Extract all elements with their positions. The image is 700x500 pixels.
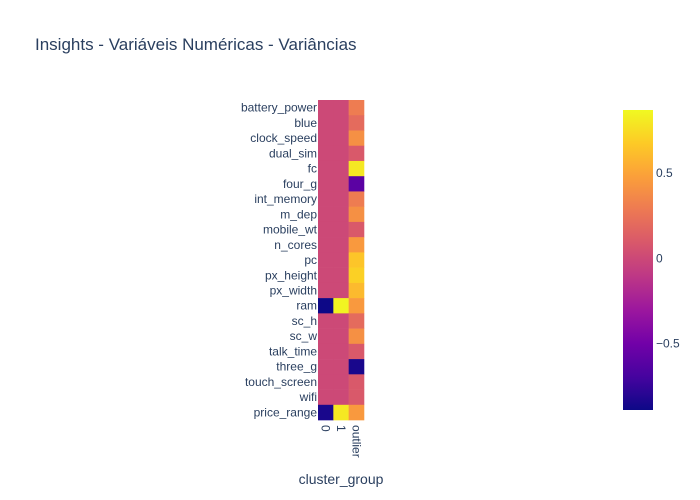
heatmap-cell xyxy=(318,145,334,162)
heatmap-cell xyxy=(348,221,365,238)
colorbar-ticks: 0.5 0 −0.5 xyxy=(656,166,680,350)
y-tick-label: int_memory xyxy=(254,192,317,206)
heatmap-cell xyxy=(318,313,334,329)
heatmap-cell xyxy=(333,343,349,360)
heatmap-cell xyxy=(333,130,349,147)
y-tick-label: mobile_wt xyxy=(263,223,318,237)
y-tick-label: px_width xyxy=(270,284,317,298)
heatmap-cell xyxy=(318,389,334,406)
x-tick-label: outlier xyxy=(349,425,363,458)
heatmap-cell xyxy=(333,115,349,131)
heatmap-cell xyxy=(333,176,349,192)
heatmap-cell xyxy=(333,160,349,177)
heatmap-cell xyxy=(318,100,334,116)
heatmap-cell xyxy=(348,252,365,268)
heatmap-cell xyxy=(318,328,334,345)
heatmap-cell xyxy=(318,374,334,390)
y-tick-label: ram xyxy=(296,299,317,313)
chart-title: Insights - Variáveis Numéricas - Variânc… xyxy=(35,35,357,54)
heatmap-cell xyxy=(348,328,365,345)
colorbar-tick-label: −0.5 xyxy=(656,337,680,351)
heatmap-cell xyxy=(318,343,334,360)
heatmap-cell xyxy=(348,191,365,207)
heatmap-cell xyxy=(348,206,365,223)
y-tick-label: sc_h xyxy=(292,314,317,328)
y-tick-label: fc xyxy=(308,162,317,176)
y-tick-label: px_height xyxy=(265,268,318,282)
y-tick-label: sc_w xyxy=(290,329,318,343)
y-tick-label: m_dep xyxy=(280,207,317,221)
heatmap-cells xyxy=(318,100,365,421)
heatmap-cell xyxy=(348,145,365,162)
colorbar-tick-label: 0.5 xyxy=(656,166,673,180)
heatmap-cell xyxy=(318,267,334,284)
x-tick-label: 1 xyxy=(334,425,348,432)
heatmap-cell xyxy=(318,130,334,147)
heatmap-cell xyxy=(333,191,349,207)
heatmap-cell xyxy=(333,359,349,375)
y-tick-label: clock_speed xyxy=(250,131,317,145)
y-tick-label: four_g xyxy=(283,177,317,191)
y-tick-label: price_range xyxy=(254,405,318,419)
heatmap-cell xyxy=(348,389,365,406)
x-tick-labels: 0 1 outlier xyxy=(319,425,364,458)
y-tick-labels: battery_powerblueclock_speeddual_simfcfo… xyxy=(241,101,318,420)
heatmap-cell xyxy=(333,267,349,284)
heatmap-cell xyxy=(348,359,365,375)
y-tick-label: three_g xyxy=(276,360,317,374)
heatmap-cell xyxy=(318,176,334,192)
heatmap-cell xyxy=(318,206,334,223)
heatmap-cell xyxy=(348,298,365,314)
heatmap-cell xyxy=(318,160,334,177)
y-tick-label: touch_screen xyxy=(245,375,317,389)
heatmap-cell xyxy=(348,313,365,329)
heatmap-cell xyxy=(333,100,349,116)
y-tick-label: pc xyxy=(304,253,317,267)
heatmap-cell xyxy=(348,237,365,253)
heatmap-cell xyxy=(333,282,349,299)
colorbar-tick-label: 0 xyxy=(656,251,663,265)
heatmap-cell xyxy=(348,176,365,192)
heatmap-cell xyxy=(333,252,349,268)
heatmap-cell xyxy=(318,191,334,207)
heatmap-cell xyxy=(333,328,349,345)
heatmap-cell xyxy=(348,374,365,390)
x-tick-label: 0 xyxy=(319,425,333,432)
heatmap-cell xyxy=(318,237,334,253)
heatmap-cell xyxy=(318,359,334,375)
heatmap-cell xyxy=(318,115,334,131)
heatmap-cell xyxy=(348,267,365,284)
heatmap-cell xyxy=(348,160,365,177)
y-tick-label: dual_sim xyxy=(269,146,317,160)
heatmap-cell xyxy=(333,206,349,223)
y-tick-label: wifi xyxy=(299,390,317,404)
heatmap-cell xyxy=(318,282,334,299)
heatmap-cell xyxy=(333,221,349,238)
heatmap-cell xyxy=(333,404,349,421)
heatmap-cell xyxy=(333,237,349,253)
y-tick-label: n_cores xyxy=(274,238,317,252)
heatmap-cell xyxy=(318,252,334,268)
y-tick-label: battery_power xyxy=(241,101,317,115)
x-axis-title: cluster_group xyxy=(299,471,384,487)
heatmap-cell xyxy=(333,374,349,390)
colorbar xyxy=(623,110,653,410)
heatmap-cell xyxy=(318,298,334,314)
y-tick-label: blue xyxy=(294,116,317,130)
heatmap-cell xyxy=(348,115,365,131)
heatmap-cell xyxy=(348,343,365,360)
heatmap-cell xyxy=(333,145,349,162)
heatmap-cell xyxy=(333,313,349,329)
heatmap-cell xyxy=(333,298,349,314)
heatmap-cell xyxy=(318,221,334,238)
y-tick-label: talk_time xyxy=(269,344,317,358)
heatmap-cell xyxy=(348,404,365,421)
heatmap-cell xyxy=(333,389,349,406)
heatmap-cell xyxy=(348,100,365,116)
heatmap-cell xyxy=(318,404,334,421)
heatmap-cell xyxy=(348,130,365,147)
heatmap-cell xyxy=(348,282,365,299)
